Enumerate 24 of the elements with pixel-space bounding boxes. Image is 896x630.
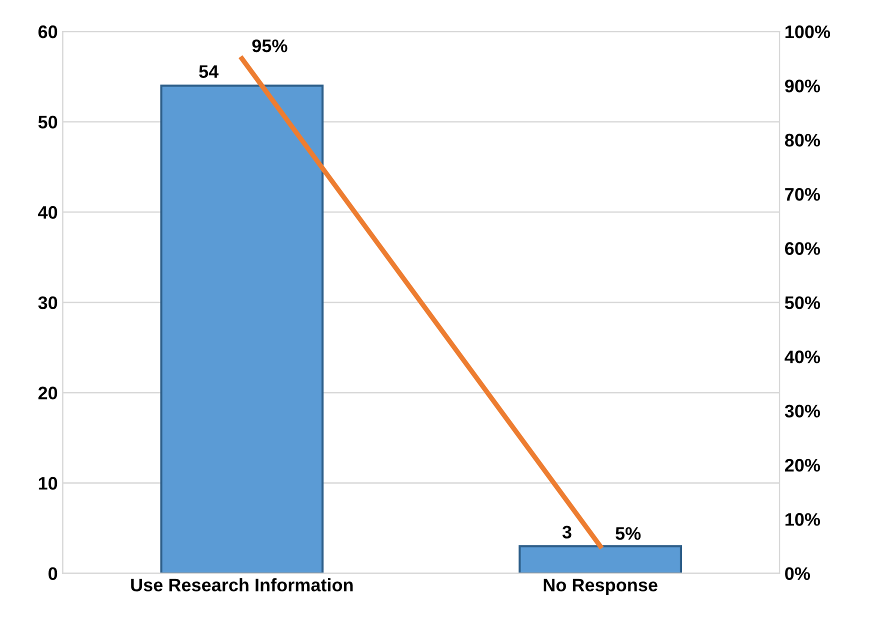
y2-tick-label: 70%	[785, 188, 820, 201]
y2-tick-label: 50%	[784, 296, 820, 310]
data-label: 54	[199, 65, 219, 78]
data-label: 3	[562, 526, 572, 538]
y2-tick-label: 30%	[784, 404, 820, 418]
y2-tick-label: 20%	[785, 458, 820, 472]
y2-tick-label: 10%	[786, 513, 820, 526]
y2-tick-label: 90%	[785, 80, 820, 92]
data-label: 95%	[252, 39, 288, 52]
y2-tick-label: 0%	[785, 567, 810, 580]
y2-tick-label: 40%	[784, 350, 820, 364]
y-tick-label: 10	[38, 476, 58, 490]
y-tick-label: 40	[38, 206, 58, 219]
y2-tick-label: 100%	[786, 25, 830, 38]
y-tick-label: 30	[38, 296, 58, 310]
y2-tick-label: 80%	[784, 134, 820, 147]
y-tick-label: 50	[38, 116, 58, 129]
x-tick-label: Use Research Information	[131, 578, 353, 592]
data-label: 5%	[616, 527, 641, 540]
y-tick-label: 0	[48, 567, 58, 580]
x-tick-label: No Response	[544, 578, 658, 595]
y-tick-label: 60	[38, 25, 58, 38]
y-tick-label: 20	[38, 386, 58, 400]
y2-tick-label: 60%	[785, 242, 820, 255]
